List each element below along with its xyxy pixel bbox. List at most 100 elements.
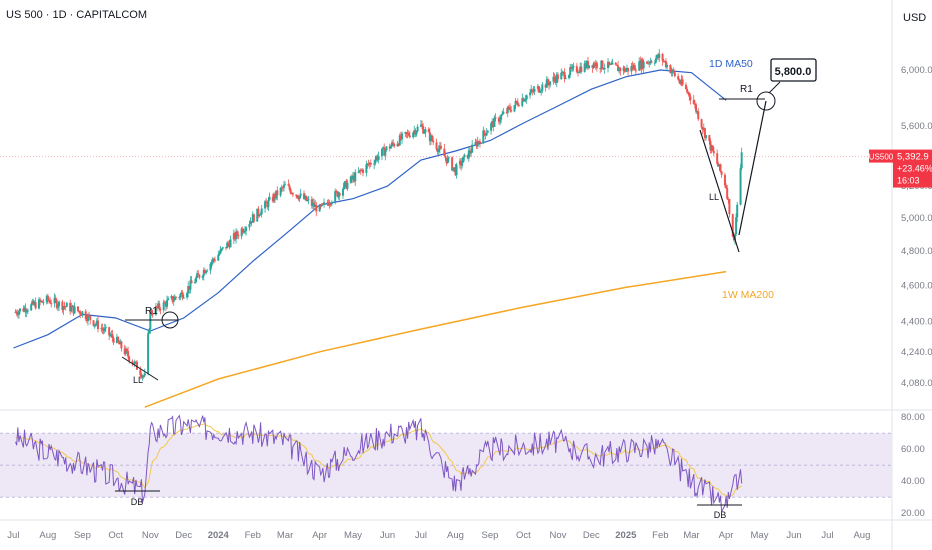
target-circle <box>756 91 776 111</box>
candle-body <box>288 185 291 190</box>
candle-body <box>385 146 388 151</box>
candle-body <box>354 172 357 182</box>
candle-body <box>502 111 505 114</box>
candle-body <box>135 361 138 370</box>
candle-body <box>673 72 676 77</box>
candle-body <box>182 297 185 299</box>
candle-body <box>236 231 239 236</box>
time-axis-label: Mar <box>277 530 293 541</box>
candle-body <box>142 375 145 377</box>
candle-body <box>225 247 228 249</box>
candle-body <box>692 99 695 104</box>
time-axis-label: Sep <box>482 530 499 541</box>
candle-body <box>58 301 61 307</box>
candle-body <box>203 269 206 274</box>
candle-body <box>443 148 446 156</box>
candle-body <box>453 167 456 169</box>
candle-body <box>727 198 730 200</box>
candle-body <box>482 130 485 144</box>
candle-body <box>506 106 509 113</box>
candle-body <box>147 333 150 374</box>
candle-body <box>63 306 66 308</box>
candle-body <box>80 314 83 316</box>
candle-body <box>720 171 723 175</box>
candle-body <box>609 63 612 65</box>
candle-body <box>733 234 736 241</box>
symbol-tag-bg <box>869 149 893 163</box>
candle-body <box>258 214 261 216</box>
candle-body <box>466 154 469 159</box>
candle-body <box>228 243 231 248</box>
candle-body <box>303 193 306 200</box>
candle-body <box>618 67 621 72</box>
candle-body <box>428 132 431 142</box>
candle-body <box>227 242 230 244</box>
candle-body <box>570 67 573 69</box>
time-axis-label: Nov <box>142 530 159 541</box>
candle-body <box>318 205 321 212</box>
time-axis-label: May <box>751 530 769 541</box>
ll-left-line <box>121 356 159 381</box>
candle-body <box>460 160 463 166</box>
candle-body <box>104 327 107 329</box>
candle-body <box>687 92 690 94</box>
time-axis-label: Oct <box>108 530 123 541</box>
candle-body <box>686 89 689 93</box>
candle-body <box>533 88 536 92</box>
candle-body <box>649 61 652 64</box>
candle-body <box>389 145 392 149</box>
r1-left-circle <box>161 311 179 329</box>
candle-body <box>664 61 667 68</box>
time-axis-label: Dec <box>583 530 600 541</box>
candle-body <box>701 127 704 130</box>
candle-body <box>608 61 611 65</box>
candle-body <box>45 295 48 303</box>
candle-body <box>209 263 212 271</box>
candle-body <box>125 348 128 352</box>
candle-body <box>359 169 362 171</box>
candle-body <box>377 156 380 160</box>
candle-body <box>672 69 675 73</box>
candle-body <box>463 154 466 157</box>
candle-body <box>100 328 103 330</box>
candle-body <box>101 328 104 330</box>
candle-body <box>638 61 641 71</box>
candle-body <box>287 184 290 186</box>
price-tag-value: 5,392.9 <box>897 152 929 163</box>
candle-body <box>178 297 181 299</box>
candle-body <box>670 71 673 74</box>
target-label: 5,800.0 <box>775 66 812 78</box>
candle-body <box>65 302 68 307</box>
target-box <box>770 58 817 82</box>
candle-body <box>343 183 346 190</box>
candle-body <box>427 129 430 133</box>
candle-body <box>369 162 372 165</box>
target-leader <box>768 81 781 94</box>
candle-body <box>586 61 589 68</box>
candle-body <box>588 65 591 68</box>
candle-body <box>367 163 370 165</box>
candle-body <box>131 361 134 364</box>
candle-body <box>96 320 99 330</box>
candle-body <box>260 208 263 215</box>
candle-body <box>298 195 301 200</box>
candle-body <box>630 66 633 72</box>
candle-body <box>697 111 700 120</box>
candle-body <box>497 117 500 122</box>
candle-body <box>163 302 166 304</box>
candle-body <box>529 92 532 96</box>
candle-body <box>34 302 37 309</box>
candle-body <box>695 104 698 112</box>
candle-body <box>435 142 438 150</box>
candle-body <box>693 103 696 105</box>
candle-body <box>548 82 551 86</box>
candle-body <box>525 95 528 100</box>
candle-body <box>703 128 706 138</box>
candle-body <box>350 176 353 180</box>
candle-body <box>716 153 719 164</box>
candle-body <box>89 315 92 321</box>
candle-body <box>614 62 617 65</box>
candle-body <box>157 303 160 308</box>
candle-body <box>212 258 215 260</box>
